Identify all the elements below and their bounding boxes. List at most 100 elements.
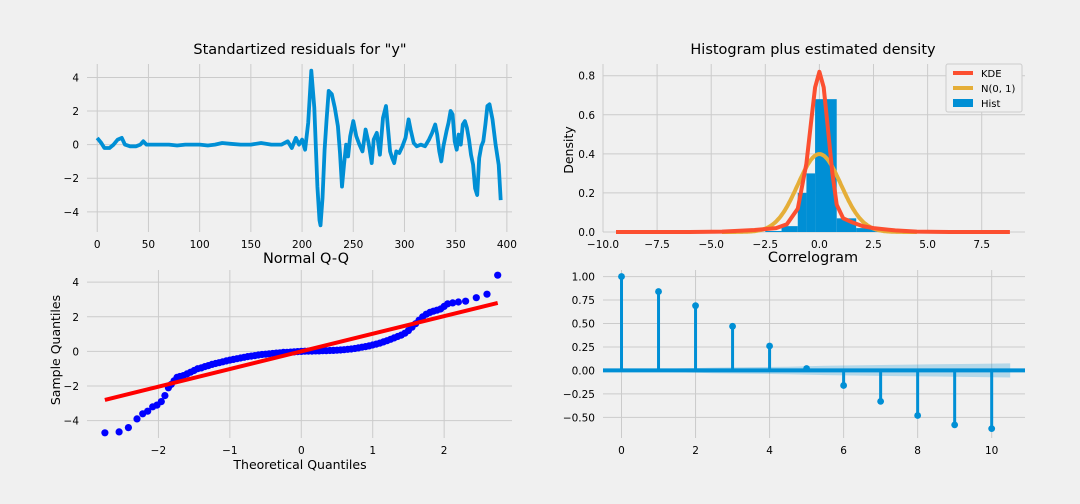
- hist-bar: [856, 228, 876, 232]
- qq-plot: −2 −1 0 1 2 −4 −2 0 2 4 Normal Q-Q Theoretical Qu…: [48, 251, 512, 472]
- acf-marker: [840, 382, 848, 389]
- x-tick-label: 400: [497, 239, 517, 251]
- residuals-title: Standartized residuals for "y": [193, 42, 406, 58]
- x-tick-label: 0: [618, 445, 625, 457]
- qq-point: [462, 297, 470, 305]
- qq-xlabel: Theoretical Quantiles: [232, 457, 366, 472]
- qq-point: [472, 294, 480, 302]
- x-tick-label: 0: [298, 445, 305, 457]
- x-tick-label: 2: [692, 445, 699, 457]
- y-tick-label: 0.8: [578, 71, 595, 83]
- y-tick-label: 0.50: [572, 318, 595, 330]
- qq-point: [133, 415, 141, 423]
- y-tick-label: 0.6: [578, 110, 595, 122]
- x-tick-label: 150: [241, 239, 261, 251]
- correlogram-title: Correlogram: [768, 250, 858, 266]
- y-tick-label: 0: [72, 346, 79, 358]
- legend-label: KDE: [981, 69, 1002, 80]
- y-tick-label: −0.50: [563, 412, 595, 424]
- y-tick-label: 0: [72, 140, 79, 152]
- qq-point: [494, 271, 502, 279]
- y-tick-label: −4: [64, 416, 80, 428]
- y-tick-label: 2: [72, 312, 79, 324]
- y-tick-label: 0.4: [578, 149, 595, 161]
- acf-marker: [988, 425, 996, 433]
- x-tick-label: 250: [343, 239, 363, 251]
- x-tick-label: 350: [446, 239, 466, 251]
- x-tick-label: 2: [441, 445, 448, 457]
- acf-marker: [729, 322, 736, 330]
- acf-marker: [914, 412, 922, 419]
- qq-ylabel: Sample Quantiles: [48, 295, 63, 405]
- legend-swatch: [953, 99, 973, 107]
- acf-marker: [951, 421, 959, 429]
- x-tick-label: 8: [914, 445, 921, 457]
- correlogram-plot: 0 2 4 6 8 10 1.00 0.75 0.50 0.25 0.00 −0.25 −0.50 Co…: [563, 250, 1025, 457]
- y-tick-label: 0.00: [572, 365, 595, 377]
- y-tick-label: −0.25: [563, 389, 595, 401]
- residuals-plot: 0 50 100 150 200 250 300 350 400 −4 −2 0 2 4 Standart…: [64, 42, 517, 251]
- y-tick-label: 4: [72, 277, 79, 289]
- acf-marker: [692, 302, 699, 310]
- residuals-line: [95, 68, 503, 228]
- x-tick-label: −7.5: [644, 239, 670, 251]
- acf-marker: [803, 365, 810, 372]
- x-tick-label: −5.0: [698, 239, 724, 251]
- y-tick-label: 1.00: [572, 272, 595, 284]
- x-tick-label: 1: [369, 445, 376, 457]
- qq-point: [124, 424, 132, 432]
- qq-point: [144, 407, 152, 415]
- kde-line: [616, 69, 1010, 234]
- x-tick-label: 6: [840, 445, 847, 457]
- qq-point: [449, 299, 457, 307]
- y-tick-label: 0.25: [572, 342, 595, 354]
- hist-bar: [781, 226, 798, 232]
- x-tick-label: 200: [292, 239, 312, 251]
- qq-point: [454, 298, 462, 306]
- histogram-title: Histogram plus estimated density: [690, 42, 936, 58]
- qq-point: [157, 398, 165, 406]
- legend-label: Hist: [981, 99, 1001, 110]
- qq-point: [161, 392, 169, 400]
- y-tick-label: 0.0: [578, 227, 595, 239]
- qq-point: [115, 428, 123, 436]
- histogram-ylabel: Density: [561, 126, 576, 174]
- x-tick-label: 10: [985, 445, 998, 457]
- x-tick-label: 2.5: [865, 239, 882, 251]
- y-tick-label: 0.2: [578, 188, 595, 200]
- x-tick-label: 300: [394, 239, 414, 251]
- x-tick-label: −2.5: [753, 239, 779, 251]
- qq-reference-line: [104, 300, 499, 402]
- y-tick-label: −4: [64, 207, 80, 219]
- x-tick-label: 100: [190, 239, 210, 251]
- acf-marker: [766, 342, 773, 350]
- x-tick-label: −10.0: [587, 239, 619, 251]
- legend-label: N(0, 1): [981, 84, 1015, 95]
- hist-bar: [765, 231, 782, 232]
- acf-marker: [618, 273, 625, 280]
- x-tick-label: 50: [142, 239, 155, 251]
- qq-point: [101, 429, 109, 437]
- y-tick-label: −2: [64, 173, 79, 185]
- histogram-plot: −10.0 −7.5 −5.0 −2.5 0.0 2.5 5.0 7.5 0.0 0.2 0.4 0.…: [561, 42, 1025, 251]
- y-tick-label: −2: [64, 381, 79, 393]
- x-tick-label: 5.0: [919, 239, 936, 251]
- y-tick-label: 2: [72, 106, 79, 118]
- x-tick-label: 7.5: [973, 239, 990, 251]
- x-tick-label: 0.0: [811, 239, 828, 251]
- acf-marker: [877, 397, 885, 405]
- acf-marker: [655, 288, 662, 295]
- qq-point: [483, 290, 491, 298]
- x-tick-label: −1: [222, 445, 237, 457]
- histogram-legend: KDE N(0, 1) Hist: [945, 63, 1023, 113]
- y-tick-label: 4: [72, 72, 79, 84]
- x-tick-label: 0: [94, 239, 101, 251]
- hist-bar: [797, 192, 807, 232]
- qq-title: Normal Q-Q: [263, 251, 349, 267]
- hist-bar: [806, 173, 816, 232]
- y-tick-label: 0.75: [572, 295, 595, 307]
- hist-bar: [815, 99, 837, 233]
- x-tick-label: −2: [151, 445, 166, 457]
- x-tick-label: 4: [766, 445, 773, 457]
